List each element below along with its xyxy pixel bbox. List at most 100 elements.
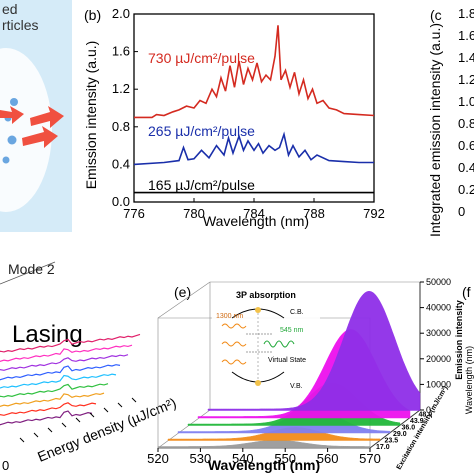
panel-a: ed rticles (0, 0, 72, 232)
panel-a-particle (2, 156, 10, 164)
panel-b-ytick-label: 2.0 (112, 6, 130, 21)
panel-d-depth-tick (117, 402, 123, 408)
panel-d-spectrum-line (0, 364, 121, 381)
panel-e-xtick-label: 560 (317, 451, 339, 466)
panel-b-letter: (b) (84, 7, 101, 23)
panel-c-letter: (c (430, 7, 442, 23)
panel-e-depth-tick-label: 48.0 (419, 412, 433, 419)
panel-e-inset-pump-wave (221, 341, 247, 347)
panel-e-xlabel: Wavelength (nm) (208, 457, 320, 473)
panel-a-text-second: rticles (2, 17, 39, 33)
panel-b-xtick-label: 776 (123, 206, 145, 221)
panel-e-ztick-label: 40000 (426, 303, 451, 313)
panel-e-frame-edge (157, 409, 211, 449)
panel-e-inset-emit-label: 545 nm (280, 327, 304, 334)
panel-e-inset-title: 3P absorption (236, 290, 296, 300)
panel-d-spectrum-line (0, 402, 97, 416)
panel-e-depth-tick-label: 23.5 (385, 438, 399, 445)
panel-b-xtick-label: 780 (183, 206, 205, 221)
panel-d-spectrum-line (0, 410, 93, 426)
panel-f-letter: (f (462, 284, 471, 300)
panel-e-series-area (157, 439, 371, 449)
panel-e-inset-vb-label: V.B. (290, 383, 303, 390)
panel-f: (f Wavelength (nm) (462, 284, 474, 414)
panel-d-spectrum-line (0, 333, 141, 353)
panel-d-depth-tick (131, 397, 137, 403)
panel-d-tick-end: 0 (2, 458, 9, 473)
panel-c-ytick-label: 0.4 (458, 160, 474, 175)
panel-d-spectrum-line (0, 373, 117, 389)
panel-d-depth-tick (103, 407, 109, 413)
panel-e-xtick-label: 550 (274, 451, 296, 466)
panel-e-zlabel: Emission intensity (454, 300, 464, 380)
panel-b-xtick-label: 784 (243, 206, 265, 221)
panel-b-series-label: 165 µJ/cm²/pulse (148, 177, 255, 193)
panel-d-mode-label: Mode 2 (8, 261, 55, 277)
panel-e-ztick-label: 10000 (426, 379, 451, 389)
panel-d-guide-line (0, 261, 56, 285)
panel-b-series-line (134, 25, 375, 119)
panel-e-xtick-label: 520 (147, 451, 169, 466)
panel-e-depth-tick-label: 29.0 (393, 431, 407, 438)
panel-b-xtick-label: 792 (363, 206, 385, 221)
panel-c-ylabel: Integrated emission intensity (a.u.) (427, 23, 443, 237)
panel-b-ytick-label: 1.2 (112, 81, 130, 96)
panel-e-zticks: 50000 40000 30000 20000 10000 0 (420, 277, 451, 415)
panel-a-arrow-icon (0, 106, 24, 124)
panel-c-ytick-label: 0.6 (458, 138, 474, 153)
panel-c-ytick-label: 1.0 (458, 94, 474, 109)
panel-e-xtick-label: 540 (232, 451, 254, 466)
panel-e-frame-edge (157, 281, 211, 319)
panel-e-ztick-label: 50000 (426, 277, 451, 287)
panel-d-depth-tick (89, 412, 95, 418)
panel-a-arrow-icon (30, 106, 64, 128)
panel-a-particle (10, 98, 18, 106)
panel-e-depth-tick-label: 17.0 (376, 444, 390, 451)
panel-d-depth-ticks (19, 397, 137, 443)
panel-b-series-label: 730 µJ/cm²/pulse (148, 50, 255, 66)
panel-c-ytick-label: 0.8 (458, 116, 474, 131)
panel-e-inset-hole (255, 380, 261, 386)
panel-b-ylabel: Emission intensity (a.u.) (83, 41, 99, 190)
panel-d-depth-tick (75, 417, 81, 423)
panel-b-series-label: 265 µJ/cm²/pulse (148, 123, 255, 139)
panel-d-spectrum-line (0, 354, 129, 371)
panel-b-ytick-label: 0.0 (112, 194, 130, 209)
panel-b: (b) 776 780 784 788 792 0.0 0.4 0.8 1.2 1.6 2.0 73… (83, 6, 385, 229)
panel-d-depth-tick (47, 427, 53, 433)
panel-e-ztick-label: 0 (426, 405, 431, 415)
panel-e-depth-axis (369, 409, 421, 449)
panel-b-ytick-label: 0.8 (112, 119, 130, 134)
panel-e-series-area (207, 290, 421, 411)
panel-d-depth-tick (19, 437, 25, 443)
panel-e: (e) 3P absorption 1300 nm 545 nm C.B (147, 277, 464, 473)
panel-b-ytick-label: 0.4 (112, 156, 130, 171)
panel-d-spectra (0, 333, 141, 426)
panel-e-xticks: 520 530 540 550 560 570 (147, 448, 381, 466)
panel-d: Mode 2 Lasing Energy density (µJ/cm²) 0 (0, 261, 178, 473)
panel-e-inset-virtual-label: Virtual State (268, 357, 306, 364)
panel-c-ticks: 1.8 1.6 1.4 1.2 1.0 0.8 0.6 0.4 0.2 0 (458, 6, 474, 219)
panel-a-text-top: ed (2, 1, 18, 17)
panel-d-depth-tick (33, 432, 39, 438)
panel-e-ztick-label: 20000 (426, 354, 451, 364)
panel-e-inset-pump-wave (221, 323, 247, 329)
panel-d-depth-tick (61, 422, 67, 428)
panel-d-spectrum-line (0, 383, 109, 398)
panel-c-ytick-label: 1.4 (458, 50, 474, 65)
panel-c-ytick-label: 1.2 (458, 72, 474, 87)
panel-e-spectra (157, 290, 421, 449)
panel-c: (c Integrated emission intensity (a.u.) … (427, 6, 474, 237)
panel-e-depth-ticks: 48.043.936.029.023.517.0 (376, 412, 432, 452)
panel-e-depth-tick-label: 43.9 (410, 418, 424, 425)
panel-c-ytick-label: 0 (458, 204, 465, 219)
panel-e-inset-cb-label: C.B. (290, 309, 304, 316)
panel-c-ytick-label: 1.8 (458, 6, 474, 21)
panel-e-inset-background (212, 288, 320, 398)
panel-e-xtick-label: 530 (190, 451, 212, 466)
panel-b-xtick-label: 788 (303, 206, 325, 221)
panel-b-series-line (133, 131, 374, 166)
panel-e-inset-electron (255, 307, 261, 313)
panel-b-ytick-label: 1.6 (112, 44, 130, 59)
